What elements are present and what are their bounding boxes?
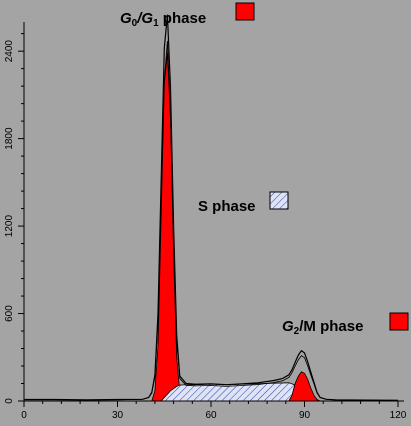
y-tick-label: 600 — [4, 305, 15, 322]
legend-g0g1: G0/G1 phase — [120, 2, 255, 29]
y-tick-label: 1800 — [4, 127, 15, 150]
y-axis: 0 600 1200 1800 2400 — [4, 22, 25, 404]
legend-g0g1-swatch — [235, 2, 255, 21]
legend-g0g1-label: G0/G1 phase — [120, 10, 206, 29]
x-tick-label: 30 — [112, 410, 124, 421]
x-ticks: 0 30 60 90 120 — [21, 401, 407, 421]
y-ticks: 0 600 1200 1800 2400 — [4, 33, 24, 404]
x-axis: 0 30 60 90 120 — [21, 400, 407, 421]
x-tick-label: 90 — [299, 410, 311, 421]
plot-area — [24, 14, 399, 402]
x-tick-label: 60 — [205, 410, 217, 421]
legend-s: S phase — [198, 191, 289, 215]
fit-envelope-line — [24, 53, 399, 401]
legend-g2m-swatch — [389, 312, 409, 331]
y-tick-label: 1200 — [4, 215, 15, 238]
legend-g2m-label: G2/M phase — [282, 318, 363, 337]
y-tick-label: 2400 — [4, 40, 15, 63]
x-tick-label: 120 — [390, 410, 407, 421]
legend-g2m: G2/M phase — [282, 312, 409, 337]
y-tick-label: 0 — [4, 398, 15, 404]
x-tick-label: 0 — [21, 410, 27, 421]
legend-s-swatch — [269, 191, 289, 210]
legend-s-label: S phase — [198, 198, 256, 215]
g2m-phase-area — [288, 371, 321, 402]
